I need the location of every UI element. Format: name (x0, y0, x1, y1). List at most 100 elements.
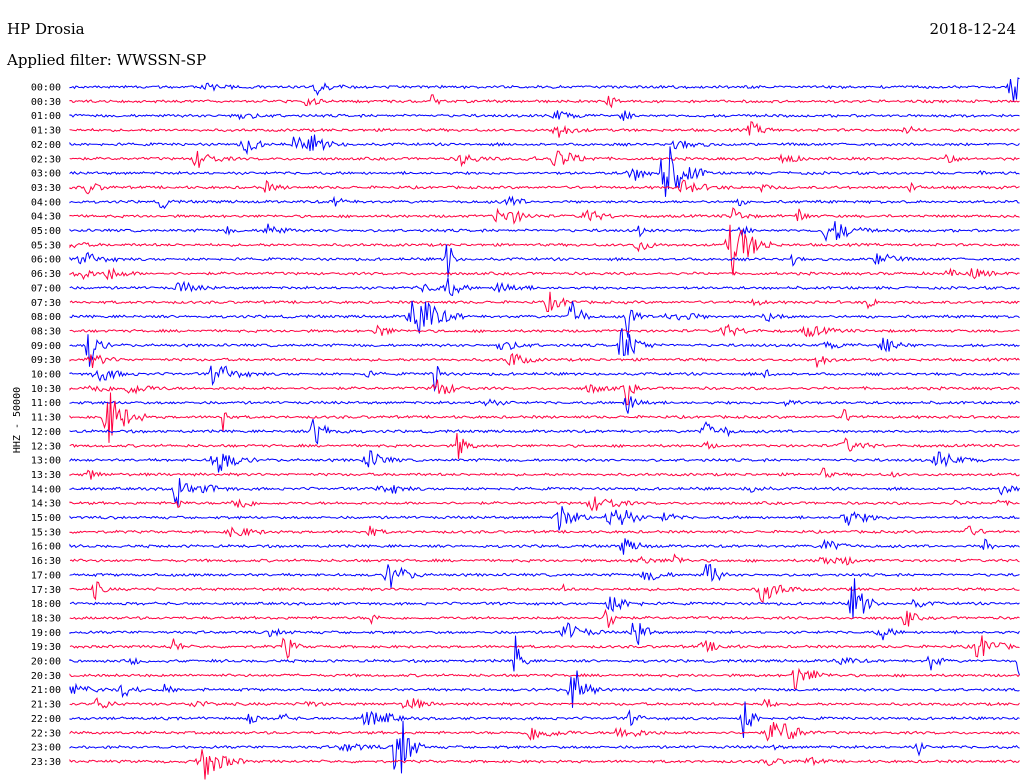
trace-row (69, 328, 1020, 367)
trace-row (69, 224, 1020, 276)
row-time-label: 21:30 (31, 700, 61, 711)
trace-row (69, 352, 1020, 368)
trace-row (69, 722, 1020, 742)
row-time-label: 12:30 (31, 441, 61, 452)
row-time-label: 13:00 (31, 456, 61, 467)
trace-row (69, 749, 1020, 780)
row-time-label: 00:00 (31, 83, 61, 94)
row-time-label: 17:30 (31, 585, 61, 596)
row-time-label: 12:00 (31, 427, 61, 438)
row-time-label: 04:00 (31, 197, 61, 208)
trace-row (69, 134, 1020, 156)
trace-row (69, 277, 1020, 297)
trace-row (69, 697, 1020, 709)
row-time-label: 07:00 (31, 283, 61, 294)
row-time-label: 02:30 (31, 154, 61, 165)
trace-row (69, 635, 1020, 660)
trace-row (69, 146, 1020, 197)
trace-row (69, 323, 1020, 338)
row-time-label: 10:00 (31, 370, 61, 381)
trace-row (69, 365, 1020, 393)
row-time-label: 23:00 (31, 743, 61, 754)
row-time-label: 07:30 (31, 298, 61, 309)
row-time-label: 09:00 (31, 341, 61, 352)
trace-row (69, 244, 1020, 278)
row-time-label: 08:30 (31, 326, 61, 337)
row-time-label: 16:30 (31, 556, 61, 567)
trace-row (69, 478, 1020, 507)
trace-row (69, 450, 1020, 473)
row-time-label: 19:00 (31, 628, 61, 639)
row-time-label: 20:30 (31, 671, 61, 682)
trace-row (69, 179, 1020, 195)
trace-row (69, 506, 1020, 531)
row-time-label: 05:30 (31, 240, 61, 251)
row-time-label: 18:30 (31, 613, 61, 624)
row-time-label: 22:00 (31, 714, 61, 725)
filter-label: Applied filter: WWSSN-SP (7, 51, 207, 69)
row-time-label: 15:00 (31, 513, 61, 524)
row-time-label: 08:00 (31, 312, 61, 323)
trace-row (69, 467, 1020, 480)
trace-row (69, 563, 1020, 588)
row-time-label: 19:30 (31, 642, 61, 653)
row-time-label: 11:00 (31, 398, 61, 409)
trace-row (69, 94, 1020, 109)
trace-row (69, 150, 1020, 168)
trace-row (69, 392, 1020, 443)
trace-row (69, 496, 1020, 512)
row-time-label: 06:30 (31, 269, 61, 280)
trace-row (69, 110, 1020, 121)
trace-row (69, 195, 1020, 210)
trace-row (69, 701, 1020, 738)
row-time-label: 01:30 (31, 126, 61, 137)
row-time-label: 06:00 (31, 255, 61, 266)
row-time-label: 14:00 (31, 484, 61, 495)
trace-row (69, 267, 1020, 281)
trace-row (69, 581, 1020, 604)
trace-row (69, 221, 1020, 243)
row-time-label: 03:30 (31, 183, 61, 194)
trace-row (69, 396, 1020, 414)
trace-row (69, 538, 1020, 555)
date-label: 2018-12-24 (929, 20, 1016, 38)
row-time-label: 04:30 (31, 212, 61, 223)
trace-row (69, 670, 1020, 708)
row-time-label: 02:00 (31, 140, 61, 151)
row-time-label: 17:00 (31, 570, 61, 581)
row-time-label: 16:00 (31, 542, 61, 553)
row-time-label: 01:00 (31, 111, 61, 122)
trace-row (69, 608, 1020, 628)
trace-row (69, 578, 1020, 619)
trace-row (69, 207, 1020, 225)
trace-row (69, 720, 1020, 774)
trace-row (69, 418, 1020, 445)
row-time-label: 14:30 (31, 499, 61, 510)
trace-row (69, 300, 1020, 338)
trace-row (69, 291, 1020, 312)
row-time-label: 00:30 (31, 97, 61, 108)
row-time-label: 15:30 (31, 527, 61, 538)
trace-row (69, 525, 1020, 538)
row-time-label: 13:30 (31, 470, 61, 481)
trace-row (69, 379, 1020, 406)
row-time-label: 05:00 (31, 226, 61, 237)
row-time-label: 23:30 (31, 757, 61, 768)
trace-row (69, 553, 1020, 566)
row-time-label: 09:30 (31, 355, 61, 366)
trace-row (69, 622, 1020, 645)
row-time-label: 22:30 (31, 728, 61, 739)
row-time-label: 03:00 (31, 169, 61, 180)
row-time-label: 21:00 (31, 685, 61, 696)
trace-row (69, 121, 1020, 138)
trace-row (69, 667, 1020, 690)
row-time-label: 18:00 (31, 599, 61, 610)
row-time-label: 11:30 (31, 413, 61, 424)
trace-row (69, 433, 1020, 459)
station-title: HP Drosia (7, 20, 85, 38)
row-time-label: 20:00 (31, 657, 61, 668)
row-time-label: 10:30 (31, 384, 61, 395)
trace-row (69, 635, 1020, 676)
trace-row (69, 77, 1020, 102)
